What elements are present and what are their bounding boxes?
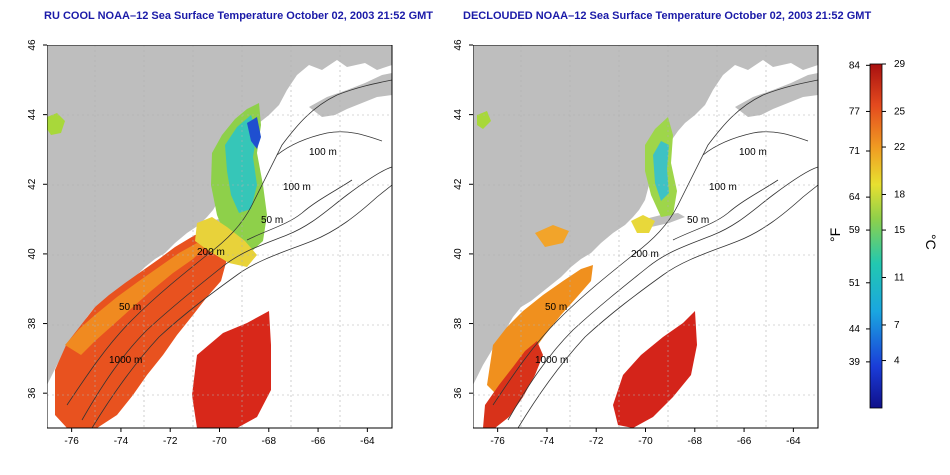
y-tick-label: 42	[27, 178, 38, 190]
fahrenheit-tick-label: 64	[849, 192, 861, 203]
celsius-tick-label: 29	[894, 59, 906, 70]
y-tick-label: 40	[453, 248, 464, 260]
sst-red-offshore	[613, 311, 697, 428]
y-tick-label: 40	[27, 248, 38, 260]
x-tick-label: -68	[688, 436, 703, 447]
left-sst-map: 100 m 100 m 50 m 200 m 50 m 1000 m	[47, 45, 393, 429]
nova-scotia	[735, 73, 818, 117]
y-tick-label: 38	[453, 318, 464, 330]
x-tick-label: -76	[490, 436, 505, 447]
right-map-title: DECLOUDED NOAA–12 Sea Surface Temperatur…	[463, 10, 872, 22]
left-map-title: RU COOL NOAA–12 Sea Surface Temperature …	[44, 10, 434, 22]
x-tick-label: -66	[311, 436, 326, 447]
sst-red-coastal	[483, 341, 543, 428]
y-tick-label: 46	[27, 39, 38, 51]
fahrenheit-tick-label: 77	[849, 106, 861, 117]
land-mass	[47, 45, 392, 385]
contour-label: 100 m	[283, 182, 311, 193]
nova-scotia	[309, 73, 392, 117]
contour-label: 1000 m	[109, 355, 142, 366]
right-sst-map: 100 m 100 m 50 m 200 m 50 m 1000 m	[473, 45, 819, 429]
sst-orange-coastal	[487, 265, 593, 397]
x-tick-label: -72	[589, 436, 604, 447]
contour-label: 100 m	[739, 147, 767, 158]
x-tick-label: -64	[360, 436, 375, 447]
x-tick-label: -70	[638, 436, 653, 447]
contour-label: 50 m	[545, 302, 567, 313]
celsius-tick-label: 4	[894, 356, 900, 367]
celsius-tick-label: 15	[894, 225, 906, 236]
fahrenheit-tick-label: 44	[849, 324, 861, 335]
contour-label: 200 m	[197, 247, 225, 258]
contour-label: 100 m	[709, 182, 737, 193]
contour-label: 50 m	[261, 215, 283, 226]
y-tick-label: 44	[453, 109, 464, 121]
contour-label: 50 m	[119, 302, 141, 313]
celsius-tick-label: 18	[894, 189, 906, 200]
bathymetry-contours	[66, 79, 392, 428]
contour-label: 50 m	[687, 215, 709, 226]
x-tick-label: -76	[64, 436, 79, 447]
colorbar-gradient	[869, 63, 883, 409]
sst-warm-coastal	[55, 233, 227, 428]
celsius-tick-label: 11	[894, 273, 905, 284]
bathymetry-contours	[492, 79, 818, 428]
x-tick-label: -70	[212, 436, 227, 447]
x-tick-label: -66	[737, 436, 752, 447]
x-tick-label: -68	[262, 436, 277, 447]
x-tick-label: -74	[540, 436, 555, 447]
fahrenheit-tick-label: 59	[849, 225, 861, 236]
sst-yellow-patch	[631, 215, 655, 233]
y-tick-label: 46	[453, 39, 464, 51]
fahrenheit-tick-label: 51	[849, 278, 861, 289]
contour-label: 100 m	[309, 147, 337, 158]
fahrenheit-tick-label: 39	[849, 357, 861, 368]
x-tick-label: -74	[114, 436, 129, 447]
sst-red-offshore	[192, 311, 271, 428]
x-tick-label: -72	[163, 436, 178, 447]
fahrenheit-tick-label: 84	[849, 60, 861, 71]
sst-inland-patch	[477, 111, 491, 129]
sst-gulf-blue	[247, 117, 261, 149]
sst-orange-band	[65, 243, 205, 355]
celsius-tick-label: 22	[894, 142, 906, 153]
color-scale-bar: 29 25 22 18 15 11 7 4 84 77 71 64 59 51 44 39 °F °C	[827, 59, 939, 409]
fahrenheit-tick-label: 71	[849, 146, 861, 157]
contour-label: 200 m	[631, 249, 659, 260]
sst-gulf-cyan	[653, 141, 669, 201]
y-tick-label: 36	[27, 387, 38, 399]
celsius-tick-label: 7	[894, 320, 900, 331]
lat-lon-grid	[47, 45, 392, 428]
x-tick-label: -64	[786, 436, 801, 447]
y-tick-label: 38	[27, 318, 38, 330]
land-mass	[473, 45, 818, 385]
sst-inland-patch	[47, 113, 65, 135]
y-tick-label: 36	[453, 387, 464, 399]
y-tick-label: 44	[27, 109, 38, 121]
celsius-tick-label: 25	[894, 106, 906, 117]
sst-orange-inland	[535, 225, 569, 247]
celsius-unit: °C	[923, 234, 939, 250]
sst-gulf-cyan	[225, 115, 257, 213]
contour-label: 1000 m	[535, 355, 568, 366]
fahrenheit-unit: °F	[827, 228, 843, 242]
lat-lon-grid	[473, 45, 818, 428]
y-tick-label: 42	[453, 178, 464, 190]
